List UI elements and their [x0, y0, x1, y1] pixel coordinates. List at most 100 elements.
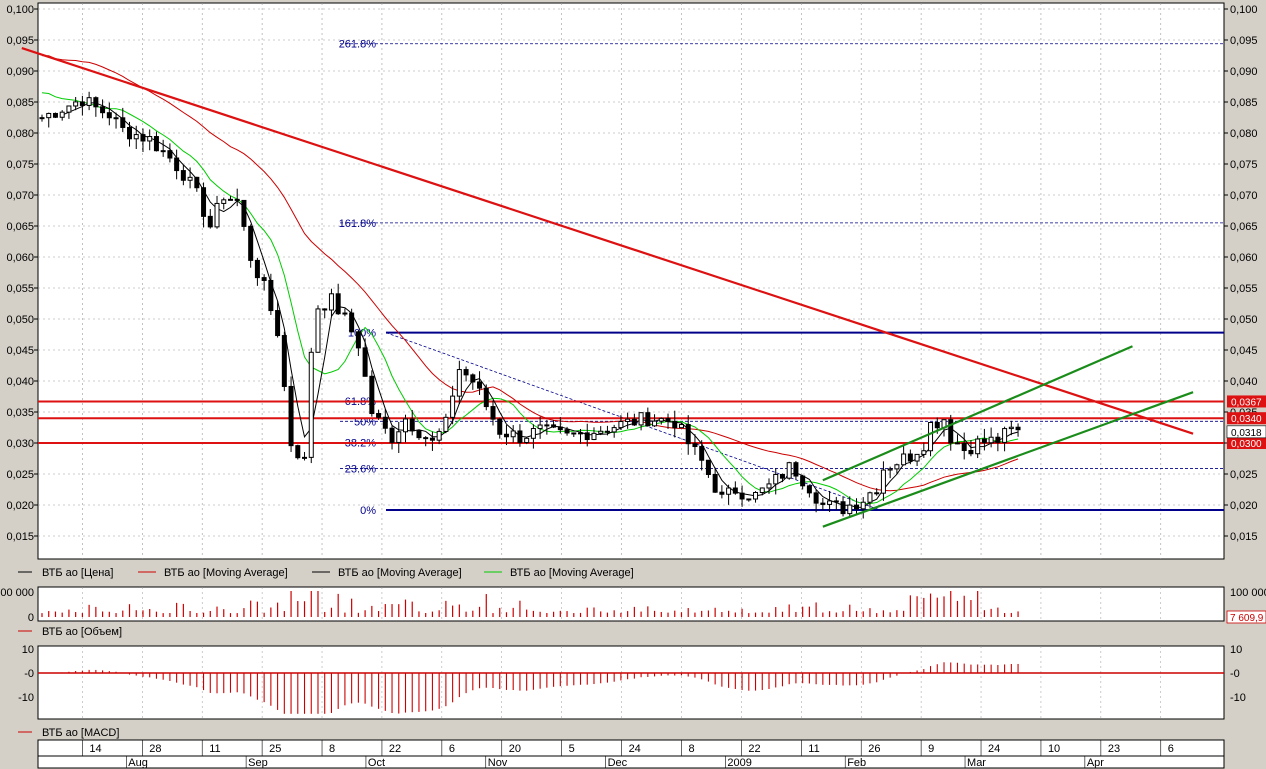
- time-label-month: Feb: [847, 757, 866, 769]
- candle-body: [268, 279, 274, 312]
- candle-body: [847, 504, 853, 515]
- candle-body: [975, 438, 981, 455]
- candle-body: [833, 500, 839, 503]
- candle-body: [571, 432, 577, 435]
- candle-body: [490, 406, 496, 420]
- y-tick-label-right: 0,060: [1230, 252, 1258, 264]
- candle-body: [907, 453, 913, 462]
- y-tick-label-left: 0,080: [6, 128, 34, 140]
- trend-lines[interactable]: [21, 47, 1194, 528]
- candle-body: [840, 501, 846, 515]
- y-tick-label-left: 0,065: [6, 221, 34, 233]
- time-label-day: 9: [928, 743, 934, 755]
- time-label-day: 24: [629, 743, 641, 755]
- time-label-day: 8: [688, 743, 694, 755]
- candle-body: [207, 215, 213, 228]
- candle-body: [443, 416, 449, 432]
- legend-price: ВТБ ао [Цена]: [42, 567, 113, 579]
- y-tick-label-right: 0,095: [1230, 35, 1258, 47]
- volume-panel[interactable]: [37, 586, 1225, 622]
- candle-body: [753, 491, 759, 500]
- candle-body: [429, 437, 435, 441]
- y-tick-label-right: 0,045: [1230, 345, 1258, 357]
- price-axis-labels: 0,100 0,100 0,095 0,095 0,090 0,090 0,085 0,085…: [6, 4, 1257, 543]
- candle-body: [349, 312, 355, 333]
- candle-body: [517, 430, 523, 444]
- candle-body: [739, 492, 745, 500]
- candle-body: [544, 424, 550, 427]
- candle-body: [39, 117, 45, 120]
- candle-body: [194, 176, 200, 189]
- y-tick-label-right: 0,090: [1230, 66, 1258, 78]
- time-label-day: 20: [509, 743, 521, 755]
- candle-body: [591, 432, 597, 441]
- y-tick-label-left: 0,040: [6, 376, 34, 388]
- time-label-day: 6: [449, 743, 455, 755]
- candle-body: [584, 432, 590, 441]
- volume-y-label-right: 100 000: [1230, 587, 1266, 599]
- time-label-day: 8: [329, 743, 335, 755]
- time-axis-labels: 14 28 11 25 8 22 6 20 5 24 8 22 11 26 9 24 10 23 6 Aug Sep Oc…: [82, 740, 1174, 769]
- downtrend-line: [21, 47, 1194, 435]
- candle-body: [308, 351, 314, 458]
- candle-body: [658, 417, 664, 422]
- y-tick-label-left: 0,090: [6, 66, 34, 78]
- candle-body: [779, 473, 785, 479]
- y-tick-label-right: 0,080: [1230, 128, 1258, 140]
- candle-body: [396, 431, 402, 443]
- y-tick-label-left: 0,085: [6, 97, 34, 109]
- candle-body: [180, 170, 186, 181]
- candle-body: [625, 418, 631, 423]
- candle-body: [288, 385, 294, 447]
- candle-body: [948, 419, 954, 444]
- candle-body: [335, 293, 341, 315]
- ma-long-line: [41, 55, 1019, 492]
- y-tick-label-right: 0,050: [1230, 314, 1258, 326]
- y-tick-label-right: 0,065: [1230, 221, 1258, 233]
- level-tag-label: 0,0300: [1231, 439, 1262, 450]
- price-panel[interactable]: [37, 2, 1225, 560]
- fib-label: 0%: [360, 505, 376, 517]
- candle-body: [423, 437, 429, 440]
- last-price-label: 0,0318: [1231, 428, 1262, 439]
- y-tick-label-left: 0,095: [6, 35, 34, 47]
- candle-body: [295, 445, 301, 459]
- candle-body: [100, 106, 106, 114]
- candle-body: [66, 105, 72, 113]
- y-tick-label-right: 0,015: [1230, 531, 1258, 543]
- candle-body: [322, 308, 328, 311]
- candle-body: [719, 491, 725, 495]
- fib-label: 50%: [354, 416, 376, 428]
- y-tick-label-left: 0,015: [6, 531, 34, 543]
- level-tag-label: 0,0367: [1231, 397, 1262, 408]
- candle-body: [961, 442, 967, 452]
- legend-macd: ВТБ ао [MACD]: [42, 727, 119, 739]
- time-label-day: 5: [569, 743, 575, 755]
- candle-body: [113, 117, 119, 120]
- macd-y-label-right: -0: [1230, 668, 1240, 680]
- time-label-day: 22: [389, 743, 401, 755]
- candle-body: [376, 413, 382, 418]
- time-label-day: 11: [209, 743, 220, 755]
- candle-body: [759, 487, 765, 493]
- candle-body: [827, 500, 833, 505]
- time-label-day: 26: [868, 743, 880, 755]
- candle-body: [402, 418, 408, 433]
- candle-body: [227, 198, 233, 201]
- candle-body: [611, 427, 617, 433]
- candle-body: [746, 498, 752, 501]
- macd-panel[interactable]: [37, 645, 1225, 720]
- y-tick-label-left: 0,075: [6, 159, 34, 171]
- legend-volume: ВТБ ао [Объем]: [42, 626, 122, 638]
- level-tag-label: 0,0340: [1231, 414, 1262, 425]
- candle-body: [497, 418, 503, 435]
- candle-body: [860, 501, 866, 510]
- candle-body: [73, 101, 79, 107]
- time-label-month: Dec: [608, 757, 628, 769]
- candle-body: [705, 459, 711, 475]
- candle-body: [436, 430, 442, 441]
- candle-body: [685, 424, 691, 445]
- y-tick-label-right: 0,075: [1230, 159, 1258, 171]
